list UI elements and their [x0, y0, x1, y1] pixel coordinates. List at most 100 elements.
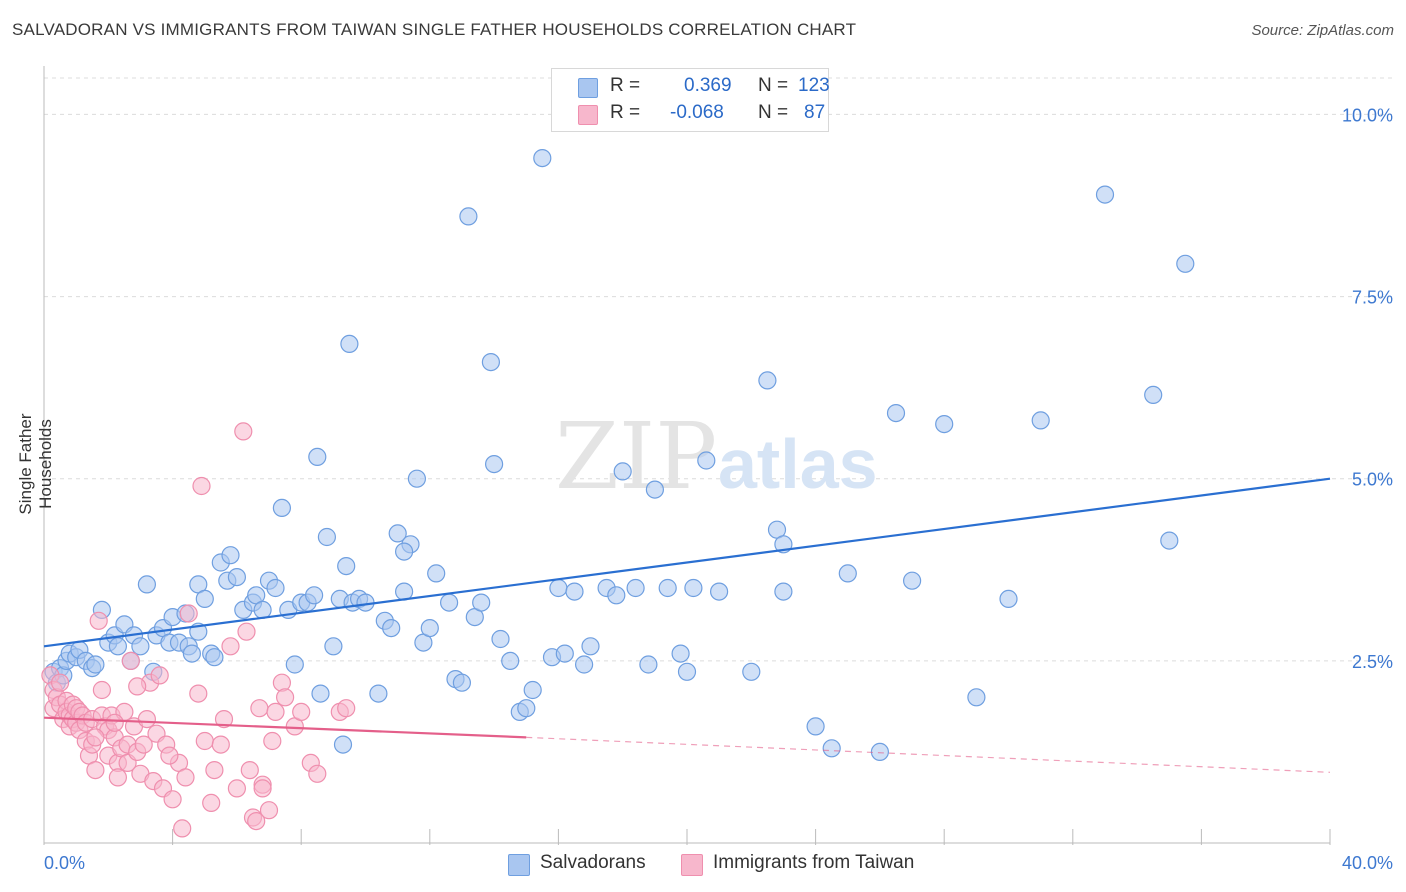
salvadoran-point	[677, 662, 697, 681]
legend-r-value: 0.369	[684, 75, 732, 96]
salvadoran-point	[886, 404, 906, 423]
taiwan-point	[176, 768, 195, 787]
taiwan-point	[266, 702, 285, 722]
legend-n-label: N =	[758, 75, 789, 96]
salvadoran-point	[485, 455, 504, 474]
taiwan-point	[189, 684, 208, 703]
salvadoran-point	[131, 637, 150, 656]
source-label: Source: ZipAtlas.com	[1251, 22, 1394, 39]
salvadoran-point	[581, 637, 600, 656]
watermark-atlas: atlas	[718, 425, 878, 503]
y-tick-label: 10.0%	[1342, 105, 1393, 125]
taiwan-point	[247, 811, 266, 831]
salvadoran-point	[870, 742, 890, 762]
salvadoran-point	[481, 353, 500, 372]
salvadoran-point	[459, 207, 478, 226]
salvadoran-point	[838, 564, 857, 583]
taiwan-point	[137, 709, 156, 729]
taiwan-point	[86, 760, 105, 780]
salvadoran-point	[266, 578, 285, 598]
salvadoran-point	[523, 680, 542, 700]
salvadoran-point	[440, 593, 459, 612]
salvadoran-point	[227, 567, 246, 587]
salvadoran-point	[311, 684, 330, 703]
salvadoran-point	[253, 600, 272, 620]
salvadoran-point	[407, 469, 426, 488]
salvadoran-point	[999, 589, 1018, 609]
salvadoran-point	[697, 451, 716, 470]
gridlines	[44, 77, 1392, 662]
correlation-legend: R = 0.369 N = 123 R = -0.068 N = 87	[551, 68, 830, 132]
salvadoran-point	[472, 593, 491, 612]
salvadoran-point	[108, 637, 128, 656]
salvadoran-point	[182, 644, 201, 663]
bottom-legend-swatch-salvadorans	[508, 854, 530, 876]
salvadoran-point	[607, 586, 626, 605]
salvadoran-point	[639, 655, 658, 674]
salvadoran-point	[305, 586, 324, 605]
taiwan-point	[92, 680, 112, 700]
salvadoran-point	[452, 673, 471, 692]
taiwan-point	[259, 801, 279, 820]
taiwan-point	[173, 819, 192, 838]
taiwan-point	[276, 688, 295, 707]
taiwan-point	[253, 779, 272, 798]
bottom-legend-label: Immigrants from Taiwan	[713, 852, 915, 873]
salvadoran-point	[684, 578, 703, 598]
salvadoran-point	[742, 662, 761, 681]
taiwan-point	[263, 731, 282, 751]
salvadoran-point	[967, 688, 986, 707]
taiwan-point	[105, 713, 124, 732]
taiwan-point	[160, 746, 179, 765]
taiwan-point	[121, 651, 140, 671]
salvadoran-point	[317, 527, 336, 547]
salvadoran-point	[517, 699, 536, 718]
salvadoran-point	[420, 618, 439, 638]
taiwan-point	[179, 604, 198, 623]
salvadoran-point	[491, 629, 510, 649]
legend-r-label: R =	[610, 75, 641, 96]
salvadoran-point	[565, 582, 584, 601]
legend-swatch-salvadorans	[578, 78, 598, 98]
taiwan-point	[163, 790, 182, 809]
salvadoran-point	[758, 371, 777, 390]
salvadoran-point	[369, 684, 388, 703]
salvadoran-point	[574, 655, 594, 674]
salvadoran-point	[613, 462, 632, 481]
salvadoran-point	[221, 546, 240, 565]
salvadoran-point	[388, 524, 407, 543]
salvadoran-point	[1160, 531, 1179, 550]
salvadoran-point	[902, 571, 922, 590]
taiwan-point	[292, 702, 311, 722]
taiwan-point	[308, 764, 327, 783]
salvadoran-point	[340, 334, 359, 353]
taiwan-point	[50, 673, 70, 692]
y-tick-label: 7.5%	[1352, 288, 1393, 308]
legend-swatch-taiwan	[578, 105, 598, 125]
salvadoran-point	[1031, 411, 1050, 430]
salvadoran-point	[822, 739, 841, 758]
salvadoran-point	[935, 415, 954, 434]
salvadoran-point	[626, 578, 645, 598]
taiwan-point	[237, 622, 256, 641]
legend-n-label: N =	[758, 102, 789, 123]
taiwan-point	[211, 735, 230, 754]
taiwan-point	[150, 666, 169, 685]
salvadoran-point	[205, 648, 224, 667]
taiwan-trend-line	[43, 716, 527, 739]
salvadoran-point	[272, 498, 291, 517]
x-tick-label: 0.0%	[44, 853, 85, 873]
salvadoran-point	[86, 655, 105, 674]
salvadoran-point	[427, 564, 446, 583]
salvadoran-point	[501, 651, 520, 671]
salvadoran-trend-line	[43, 477, 1331, 648]
salvadoran-point	[337, 556, 356, 576]
salvadoran-point	[671, 644, 690, 663]
salvadoran-point	[285, 655, 304, 674]
chart-title: SALVADORAN VS IMMIGRANTS FROM TAIWAN SIN…	[12, 20, 857, 39]
salvadoran-point	[333, 735, 353, 754]
watermark-zip: ZIP	[555, 403, 717, 510]
axes	[43, 66, 1331, 845]
salvadoran-point	[1144, 385, 1163, 404]
